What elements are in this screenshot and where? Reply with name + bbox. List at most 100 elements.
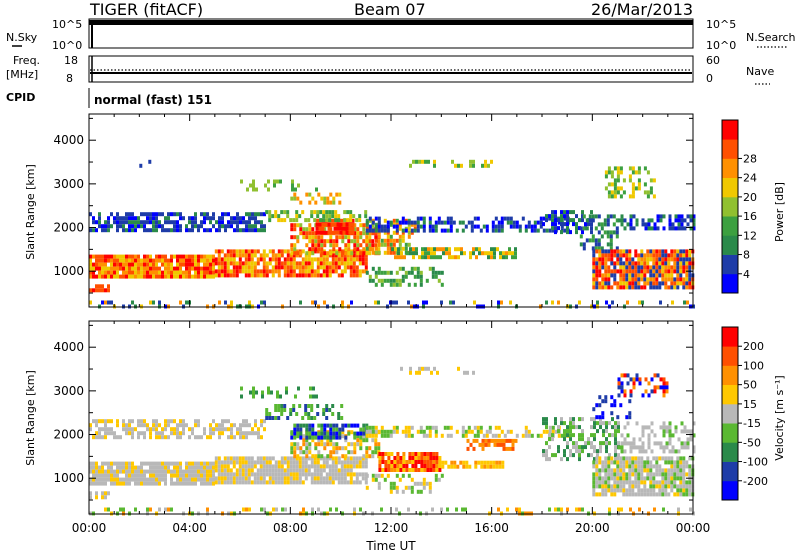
heatmap-cell	[305, 243, 309, 248]
heatmap-cell	[110, 300, 113, 305]
heatmap-cell	[578, 445, 581, 450]
heatmap-cell	[308, 251, 312, 256]
heatmap-cell	[411, 468, 415, 472]
heatmap-cell	[358, 464, 362, 469]
heatmap-cell	[604, 480, 608, 485]
heatmap-cell	[599, 445, 602, 450]
heatmap-cell	[490, 255, 493, 260]
heatmap-cell	[335, 431, 339, 436]
heatmap-cell	[431, 228, 435, 233]
heatmap-cell	[620, 441, 624, 446]
heatmap-cell	[460, 247, 463, 252]
heatmap-cell	[289, 408, 293, 412]
heatmap-cell	[235, 472, 239, 477]
heatmap-cell	[191, 461, 194, 466]
heatmap-cell	[331, 468, 335, 473]
heatmap-cell	[194, 266, 197, 271]
heatmap-cell	[661, 249, 665, 254]
heatmap-cell	[209, 262, 212, 267]
heatmap-cell	[158, 435, 161, 440]
heatmap-cell	[188, 465, 191, 470]
heatmap-cell	[265, 480, 269, 485]
heatmap-cell	[554, 222, 557, 227]
heatmap-cell	[381, 452, 385, 456]
heatmap-cell	[407, 222, 411, 227]
heatmap-cell	[602, 433, 605, 438]
heatmap-cell	[631, 261, 635, 266]
heatmap-cell	[628, 484, 632, 489]
heatmap-cell	[542, 216, 546, 221]
heatmap-cell	[317, 235, 321, 240]
heatmap-cell	[620, 214, 624, 219]
heatmap-cell	[304, 261, 308, 266]
heatmap-cell	[221, 423, 224, 428]
heatmap-cell	[307, 468, 311, 473]
heatmap-cell	[667, 273, 671, 278]
heatmap-cell	[670, 456, 674, 461]
heatmap-cell	[502, 442, 506, 447]
heatmap-cell	[598, 253, 602, 258]
heatmap-cell	[676, 253, 680, 258]
heatmap-cell	[679, 257, 683, 262]
heatmap-cell	[155, 216, 158, 221]
heatmap-cell	[626, 381, 630, 386]
heatmap-cell	[676, 277, 680, 282]
heatmap-cell	[685, 277, 689, 282]
heatmap-cell	[362, 427, 366, 432]
heatmap-cell	[273, 179, 276, 184]
heatmap-cell	[173, 254, 176, 259]
heatmap-cell	[411, 452, 415, 456]
heatmap-cell	[488, 425, 492, 430]
heatmap-cell	[655, 261, 659, 266]
heatmap-cell	[271, 265, 275, 270]
heatmap-cell	[432, 460, 436, 464]
heatmap-cell	[122, 507, 125, 512]
heatmap-cell	[632, 445, 636, 450]
heatmap-cell	[164, 220, 167, 225]
heatmap-cell	[632, 441, 636, 446]
heatmap-cell	[274, 460, 278, 465]
heatmap-cell	[476, 433, 480, 438]
heatmap-cell	[170, 270, 173, 275]
colorbar-segment	[722, 158, 738, 178]
heatmap-cell	[416, 220, 420, 225]
heatmap-cell	[652, 492, 656, 497]
heatmap-cell	[495, 460, 499, 465]
heatmap-cell	[244, 265, 248, 270]
heatmap-cell	[182, 481, 185, 486]
heatmap-cell	[619, 488, 623, 493]
heatmap-cell	[346, 257, 350, 262]
heatmap-cell	[131, 216, 134, 221]
heatmap-cell	[622, 178, 626, 183]
heatmap-cell	[277, 408, 281, 412]
heatmap-cell	[432, 464, 436, 468]
heatmap-cell	[566, 210, 569, 215]
heatmap-cell	[197, 266, 200, 271]
heatmap-cell	[597, 214, 601, 219]
heatmap-cell	[253, 261, 257, 266]
heatmap-cell	[679, 464, 683, 469]
heatmap-cell	[619, 194, 623, 199]
heatmap-cell	[226, 476, 230, 481]
heatmap-cell	[527, 224, 531, 229]
heatmap-cell	[598, 261, 602, 266]
heatmap-cell	[592, 484, 596, 489]
heatmap-cell	[629, 218, 633, 223]
heatmap-cell	[252, 183, 255, 188]
heatmap-cell	[311, 300, 314, 305]
heatmap-cell	[326, 454, 330, 459]
heatmap-cell	[629, 222, 633, 227]
heatmap-cell	[417, 460, 421, 464]
heatmap-cell	[485, 433, 489, 438]
heatmap-cell	[640, 472, 644, 477]
heatmap-cell	[206, 469, 209, 474]
heatmap-cell	[598, 265, 602, 270]
heatmap-cell	[352, 257, 356, 262]
heatmap-cell	[619, 186, 623, 191]
heatmap-cell	[569, 437, 572, 442]
heatmap-cell	[191, 220, 194, 225]
heatmap-cell	[365, 446, 369, 451]
heatmap-cell	[617, 393, 621, 398]
heatmap-cell	[217, 480, 221, 485]
heatmap-cell	[140, 212, 143, 217]
